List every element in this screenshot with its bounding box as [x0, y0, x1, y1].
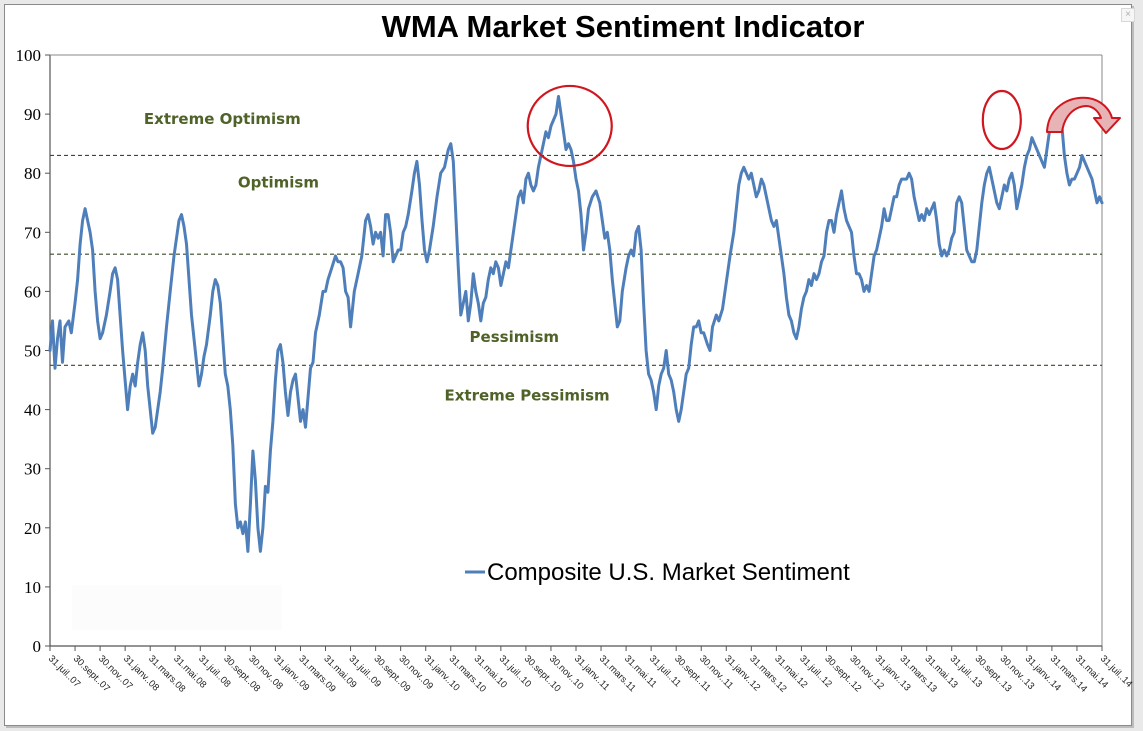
y-tick-label: 30	[24, 460, 41, 479]
x-axis: 31.juil..0730.sept..0730.nov..0731.janv.…	[46, 645, 1134, 695]
series-layer	[48, 94, 1104, 553]
y-tick-label: 80	[24, 164, 41, 183]
reversal-arrow	[1046, 96, 1121, 134]
legend: Composite U.S. Market Sentiment	[465, 559, 850, 586]
y-tick-label: 20	[24, 519, 41, 538]
zone-optimism: Optimism	[238, 173, 319, 191]
zone-labels: Extreme Optimism Optimism Pessimism Extreme…	[144, 110, 610, 405]
series-line-composite-sentiment	[48, 94, 1104, 553]
chart-title: WMA Market Sentiment Indicator	[381, 9, 865, 44]
zone-extreme-pessimism: Extreme Pessimism	[445, 387, 610, 405]
legend-label: Composite U.S. Market Sentiment	[487, 559, 850, 586]
annotations	[72, 84, 1121, 630]
reversal-arrow-shape	[1046, 96, 1121, 134]
y-tick-label: 40	[24, 401, 41, 420]
peak-circle-2010	[526, 84, 613, 168]
y-tick-label: 100	[16, 46, 42, 65]
y-tick-label: 50	[24, 342, 41, 361]
y-tick-label: 90	[24, 105, 41, 124]
y-tick-label: 70	[24, 223, 41, 242]
close-icon[interactable]: ×	[1121, 8, 1135, 22]
y-tick-label: 10	[24, 578, 41, 597]
y-tick-label: 0	[33, 637, 42, 656]
zone-extreme-optimism: Extreme Optimism	[144, 110, 301, 128]
erased-area	[72, 585, 282, 630]
y-tick-label: 60	[24, 282, 41, 301]
peak-circle-2013	[981, 89, 1022, 151]
zone-pessimism: Pessimism	[470, 328, 560, 346]
